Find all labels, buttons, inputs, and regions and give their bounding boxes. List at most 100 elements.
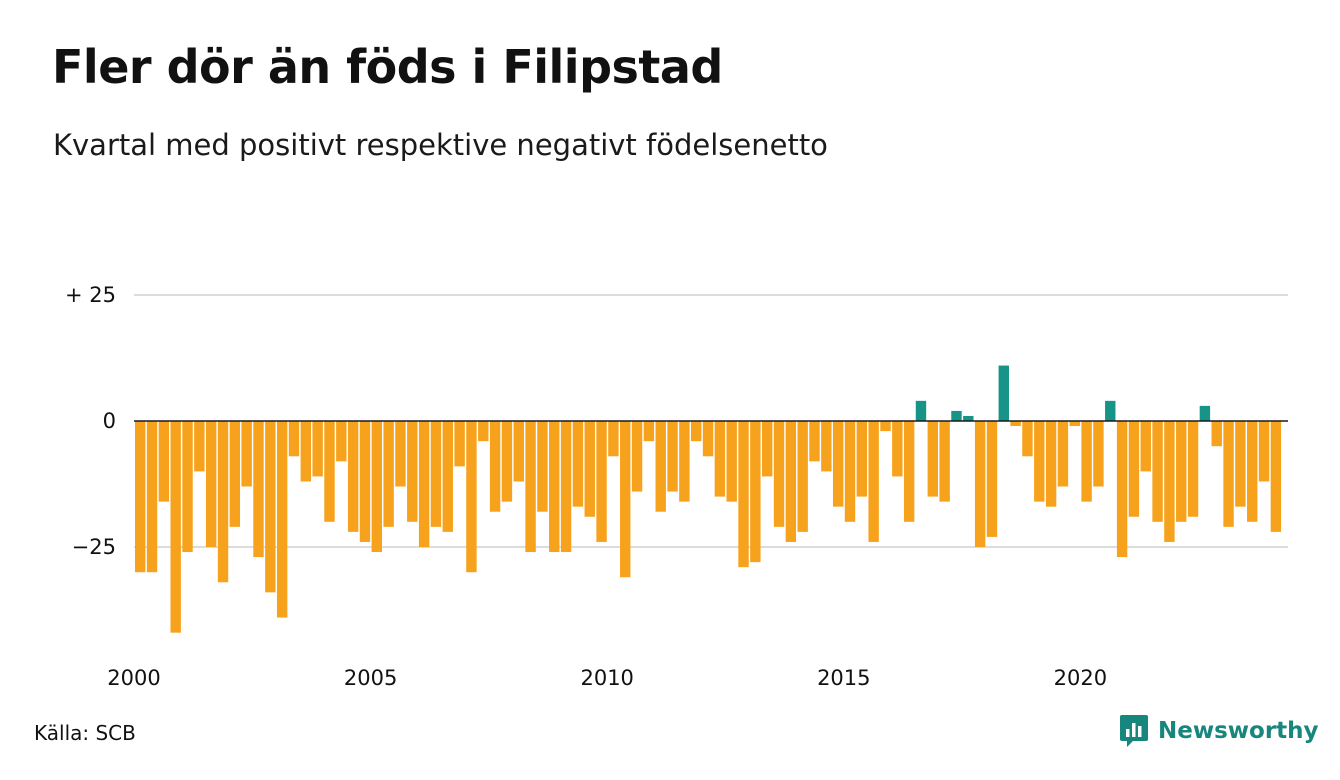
bar: [265, 421, 276, 593]
bar: [383, 421, 394, 527]
x-tick-label: 2010: [580, 666, 633, 690]
bar: [454, 421, 465, 467]
bar: [809, 421, 820, 462]
bar: [347, 421, 359, 532]
bar: [1164, 421, 1175, 542]
bar: [797, 421, 808, 532]
bar: [1176, 421, 1187, 522]
bar: [194, 421, 205, 472]
bar: [714, 421, 726, 497]
bar: [998, 365, 1009, 421]
bar: [182, 421, 193, 553]
bar: [489, 421, 501, 512]
bar: [430, 421, 442, 527]
bar: [418, 421, 430, 547]
x-tick-label: 2000: [107, 666, 160, 690]
bar: [336, 421, 347, 462]
x-tick-label: 2005: [344, 666, 397, 690]
bar: [442, 421, 453, 532]
bar: [537, 421, 548, 512]
y-tick-label: −25: [72, 535, 116, 559]
bar: [217, 421, 229, 583]
bar: [253, 421, 264, 558]
bar: [915, 400, 927, 421]
bar: [974, 421, 986, 547]
bar: [584, 421, 595, 517]
bar: [549, 421, 560, 553]
bar: [892, 421, 903, 477]
bar: [1116, 421, 1128, 558]
bar: [963, 415, 974, 421]
bar: [702, 421, 714, 457]
bar: [1081, 421, 1092, 502]
bar: [773, 421, 785, 527]
bar: [738, 421, 749, 568]
bar: [631, 421, 643, 492]
bar: [1187, 421, 1199, 517]
bar: [1199, 405, 1211, 421]
bar: [513, 421, 524, 482]
gridlines: [134, 294, 1288, 548]
bar: [1247, 421, 1258, 522]
bar: [821, 421, 832, 472]
axes: + 25 0 −25 2000 2005 2010 2015 2020: [65, 283, 1288, 690]
bar: [1069, 421, 1080, 427]
bar: [608, 421, 619, 457]
bars: [135, 365, 1282, 633]
bar: [1152, 421, 1163, 522]
bar: [158, 421, 170, 502]
x-tick-label: 2015: [817, 666, 870, 690]
bar: [667, 421, 678, 492]
bar: [951, 410, 962, 421]
bar: [691, 421, 702, 442]
brand-name: Newsworthy: [1158, 718, 1319, 744]
chart-subtitle: Kvartal med positivt respektive negativt…: [53, 128, 828, 162]
bar: [880, 421, 891, 432]
bar: [1223, 421, 1234, 527]
bar: [1140, 421, 1151, 472]
bar: [1105, 400, 1116, 421]
bar: [1258, 421, 1270, 482]
bar: [832, 421, 844, 507]
bar: [146, 421, 158, 573]
source-note: Källa: SCB: [34, 721, 136, 745]
bar: [525, 421, 536, 553]
bar: [1045, 421, 1057, 507]
bar: [229, 421, 241, 527]
bar: [986, 421, 998, 537]
bar: [726, 421, 737, 502]
bar: [407, 421, 418, 522]
bar: [324, 421, 335, 522]
bar: [371, 421, 382, 553]
bar: [1270, 421, 1282, 532]
brand-logo: Newsworthy: [1119, 714, 1319, 748]
bar: [1211, 421, 1222, 447]
bar-chart: + 25 0 −25 2000 2005 2010 2015 2020: [65, 283, 1288, 690]
bar: [1022, 421, 1033, 457]
bar: [785, 421, 797, 542]
bar: [927, 421, 939, 497]
bar: [478, 421, 489, 442]
bar: [750, 421, 761, 563]
bar: [241, 421, 252, 487]
bar: [395, 421, 406, 487]
bar: [761, 421, 773, 477]
bar: [655, 421, 666, 512]
bar: [1093, 421, 1104, 487]
bar: [170, 421, 181, 633]
bar: [288, 421, 300, 457]
bar: [679, 421, 690, 502]
bar: [856, 421, 868, 497]
bar: [205, 421, 217, 547]
bar: [300, 421, 312, 482]
bar: [1010, 421, 1021, 427]
bar: [276, 421, 288, 618]
bar: [903, 421, 915, 522]
bar: [1034, 421, 1045, 502]
y-tick-label: + 25: [65, 283, 116, 307]
bar: [596, 421, 607, 542]
bar: [620, 421, 631, 578]
chart-title: Fler dör än föds i Filipstad: [52, 40, 723, 94]
x-tick-label: 2020: [1054, 666, 1107, 690]
bar: [868, 421, 879, 542]
